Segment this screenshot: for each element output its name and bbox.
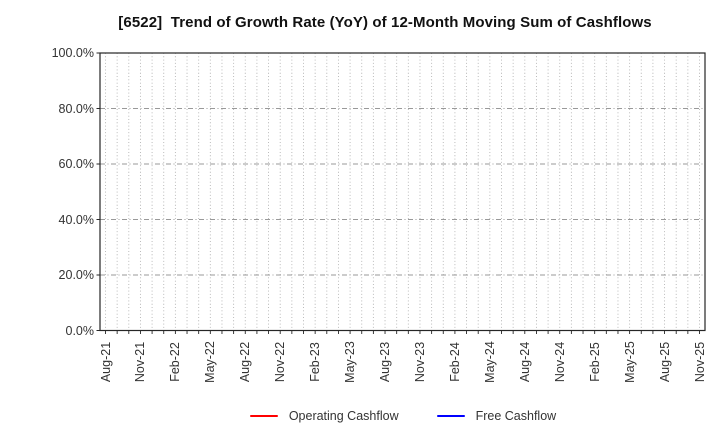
legend: Operating Cashflow Free Cashflow: [100, 406, 706, 426]
legend-item-operating-cashflow: Operating Cashflow: [249, 409, 399, 423]
operating-cashflow-line-icon: [249, 414, 278, 418]
chart-title: [6522] Trend of Growth Rate (YoY) of 12-…: [118, 14, 652, 31]
plot-border: [99, 52, 706, 332]
legend-label-operating-cashflow: Operating Cashflow: [288, 409, 399, 423]
free-cashflow-line-icon: [436, 414, 465, 418]
legend-label-free-cashflow: Free Cashflow: [475, 409, 557, 423]
legend-item-free-cashflow: Free Cashflow: [436, 409, 557, 423]
